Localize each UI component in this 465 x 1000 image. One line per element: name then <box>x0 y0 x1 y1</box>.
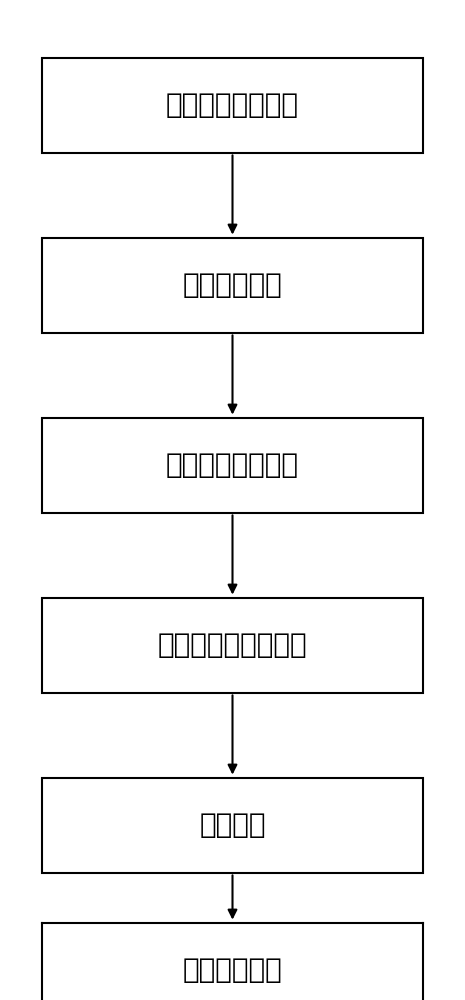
Polygon shape <box>42 57 423 152</box>
Text: 误差曲线拟合: 误差曲线拟合 <box>183 271 282 299</box>
Text: 轴系误差标定实验: 轴系误差标定实验 <box>166 91 299 119</box>
Text: 拟合结果去中心化: 拟合结果去中心化 <box>166 451 299 479</box>
Text: 仪器标定: 仪器标定 <box>199 811 266 839</box>
Polygon shape <box>42 237 423 332</box>
Text: 得到结构参数: 得到结构参数 <box>183 956 282 984</box>
Polygon shape <box>42 778 423 872</box>
Polygon shape <box>42 598 423 692</box>
Text: 得到多参数误差模型: 得到多参数误差模型 <box>158 631 307 659</box>
Polygon shape <box>42 418 423 512</box>
